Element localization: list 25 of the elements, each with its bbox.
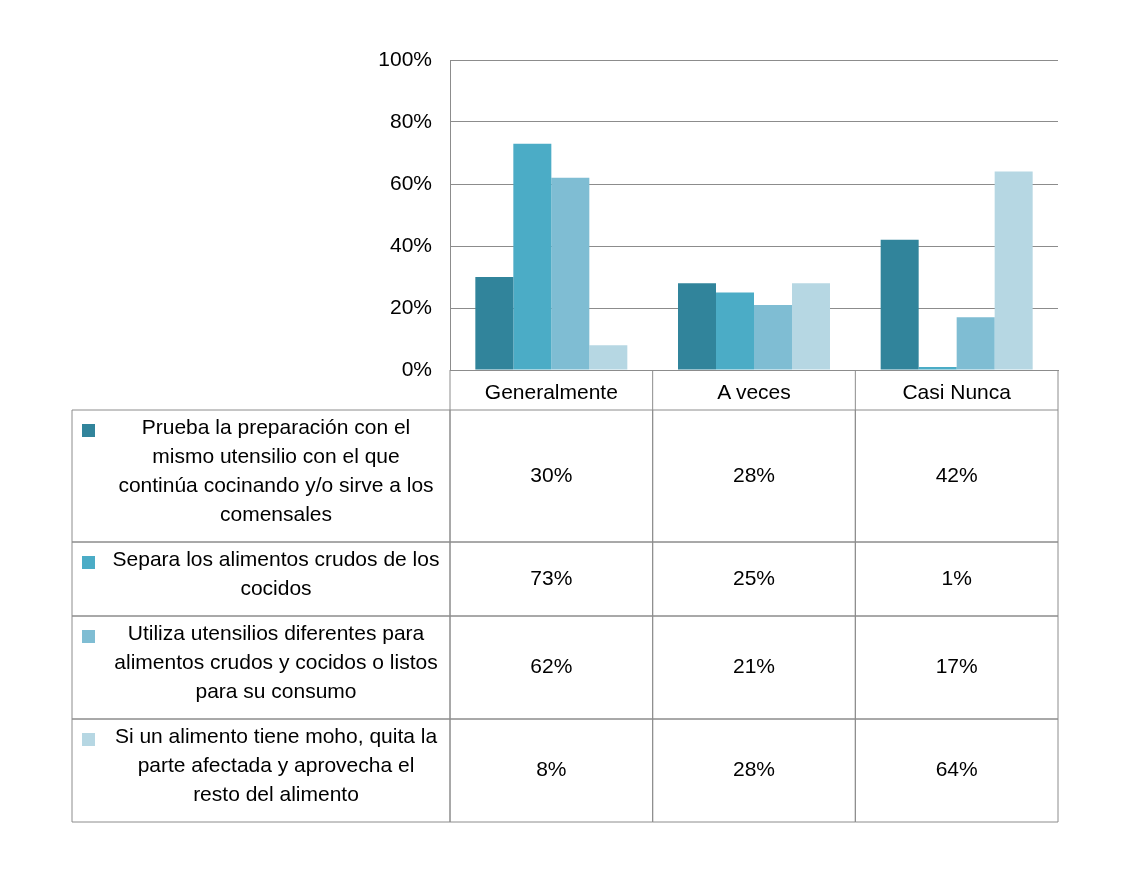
y-tick-label: 40% xyxy=(389,232,432,256)
y-tick-label: 100% xyxy=(378,46,432,70)
y-tick-label: 80% xyxy=(389,108,432,132)
y-tick-label: 0% xyxy=(401,356,432,380)
x-tick-label: A veces xyxy=(717,380,791,404)
data-label: 30% xyxy=(530,462,573,486)
data-label: 1% xyxy=(941,565,972,589)
data-label: 42% xyxy=(935,462,978,486)
legend-label: Separa los alimentos crudos de los cocidos xyxy=(112,547,440,600)
y-tick-label: 20% xyxy=(389,294,432,318)
x-tick-label: Generalmente xyxy=(484,380,618,404)
legend-label: Prueba la preparación con el mismo utensilio con el que continúa cocinando y/o sirve a los comensales xyxy=(118,415,434,526)
legend-label: Utiliza utensilios diferentes para alimentos crudos y cocidos o listos para su consumo xyxy=(114,621,438,703)
data-label: 28% xyxy=(732,757,776,781)
y-tick-label: 60% xyxy=(389,170,432,194)
data-label: 25% xyxy=(732,565,776,589)
x-tick-label: Casi Nunca xyxy=(902,380,1012,404)
legend-label: Si un alimento tiene moho, quita la parte afectada y aprovecha el resto del alimento xyxy=(114,724,438,806)
data-label: 28% xyxy=(732,462,776,486)
data-label: 17% xyxy=(935,654,978,678)
data-label: 64% xyxy=(935,757,978,781)
data-label: 73% xyxy=(530,565,573,589)
data-label: 8% xyxy=(536,757,567,781)
data-label: 21% xyxy=(732,654,776,678)
data-label: 62% xyxy=(530,654,573,678)
